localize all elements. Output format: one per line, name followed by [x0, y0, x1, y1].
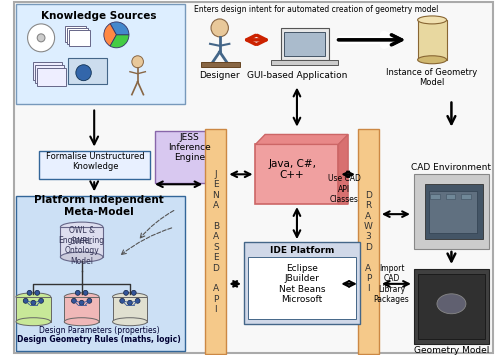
Text: CAD Environment: CAD Environment	[412, 163, 492, 172]
Bar	[205, 130, 227, 354]
Circle shape	[27, 290, 32, 295]
Circle shape	[128, 300, 132, 305]
Text: Designer: Designer	[200, 71, 240, 80]
Bar	[256, 145, 338, 204]
Bar	[37, 68, 66, 86]
Bar	[248, 257, 356, 319]
Bar	[414, 269, 489, 344]
Bar	[36, 65, 64, 83]
Text: Platform Independent
Meta-Model: Platform Independent Meta-Model	[34, 195, 164, 217]
Bar	[64, 297, 99, 322]
Bar	[112, 297, 148, 322]
Circle shape	[31, 300, 36, 305]
Text: Formalise Unstructured
Knowledge: Formalise Unstructured Knowledge	[46, 152, 144, 171]
Text: D
R
A
W
3
D

A
P
I: D R A W 3 D A P I	[364, 191, 373, 293]
Bar	[446, 194, 456, 199]
Text: Enters design intent for automated creation of geometry model: Enters design intent for automated creat…	[194, 5, 438, 15]
Circle shape	[87, 298, 92, 303]
Bar	[34, 62, 62, 80]
Bar	[418, 20, 446, 60]
Circle shape	[132, 56, 143, 68]
Ellipse shape	[60, 252, 103, 262]
Bar	[280, 28, 329, 60]
Ellipse shape	[437, 294, 466, 314]
Text: Eclipse
JBuilder
Net Beans
Microsoft: Eclipse JBuilder Net Beans Microsoft	[278, 264, 325, 304]
Text: Design Parameters (properties): Design Parameters (properties)	[38, 326, 160, 335]
Bar	[202, 62, 240, 67]
Text: GUI-based Application: GUI-based Application	[247, 71, 347, 80]
Circle shape	[135, 298, 140, 303]
Bar	[155, 131, 224, 183]
Ellipse shape	[64, 293, 99, 301]
Bar	[16, 297, 50, 322]
Text: Knowledge Sources: Knowledge Sources	[42, 11, 157, 21]
Bar	[68, 58, 106, 84]
Ellipse shape	[418, 56, 446, 64]
Bar	[284, 32, 325, 56]
Wedge shape	[110, 22, 129, 35]
Circle shape	[37, 34, 45, 42]
Ellipse shape	[418, 16, 446, 24]
Bar	[429, 191, 478, 233]
Text: Instance of Geometry
Model: Instance of Geometry Model	[386, 68, 478, 87]
Polygon shape	[256, 135, 348, 145]
Text: Design Geometry Rules (maths, logic): Design Geometry Rules (maths, logic)	[17, 335, 181, 344]
Text: JESS
Inference
Engine: JESS Inference Engine	[168, 132, 211, 162]
Bar	[426, 184, 484, 239]
Polygon shape	[338, 135, 348, 204]
Text: OWL &
SWRL: OWL & SWRL	[68, 226, 94, 246]
Circle shape	[38, 298, 44, 303]
Bar	[69, 30, 90, 46]
Bar	[65, 26, 86, 42]
Ellipse shape	[60, 222, 103, 232]
Circle shape	[23, 298, 28, 303]
Circle shape	[132, 290, 136, 295]
Text: Import
CAD
Library
Packages: Import CAD Library Packages	[374, 264, 410, 304]
Wedge shape	[104, 23, 117, 46]
Text: IDE Platform: IDE Platform	[270, 246, 334, 256]
Circle shape	[124, 290, 128, 295]
Circle shape	[28, 24, 54, 52]
Ellipse shape	[16, 318, 50, 326]
Ellipse shape	[16, 293, 50, 301]
Circle shape	[79, 300, 84, 305]
Circle shape	[76, 290, 80, 295]
Wedge shape	[110, 35, 129, 48]
Circle shape	[72, 298, 76, 303]
Circle shape	[83, 290, 88, 295]
Text: J
E
N
A

B
A
S
E
D

A
P
I: J E N A B A S E D A P I	[212, 170, 220, 314]
Bar	[271, 60, 338, 65]
Bar	[16, 4, 185, 104]
Ellipse shape	[112, 293, 148, 301]
Bar	[414, 174, 489, 249]
Circle shape	[76, 65, 92, 81]
Bar	[430, 194, 440, 199]
Circle shape	[35, 290, 40, 295]
Bar	[418, 274, 485, 339]
Bar	[67, 28, 88, 44]
Bar	[244, 242, 360, 324]
Text: Use CAD
API
Classes: Use CAD API Classes	[328, 174, 360, 204]
Text: Engineering
Ontology
Model: Engineering Ontology Model	[58, 236, 104, 266]
Text: Java, C#,
C++: Java, C#, C++	[268, 158, 316, 180]
Circle shape	[120, 298, 124, 303]
Ellipse shape	[112, 318, 148, 326]
Circle shape	[211, 19, 228, 37]
Bar	[16, 196, 185, 351]
Text: Geometry Model: Geometry Model	[414, 346, 489, 355]
Bar	[358, 130, 379, 354]
Ellipse shape	[64, 318, 99, 326]
Bar	[39, 151, 150, 179]
Bar	[60, 227, 103, 257]
Bar	[461, 194, 470, 199]
